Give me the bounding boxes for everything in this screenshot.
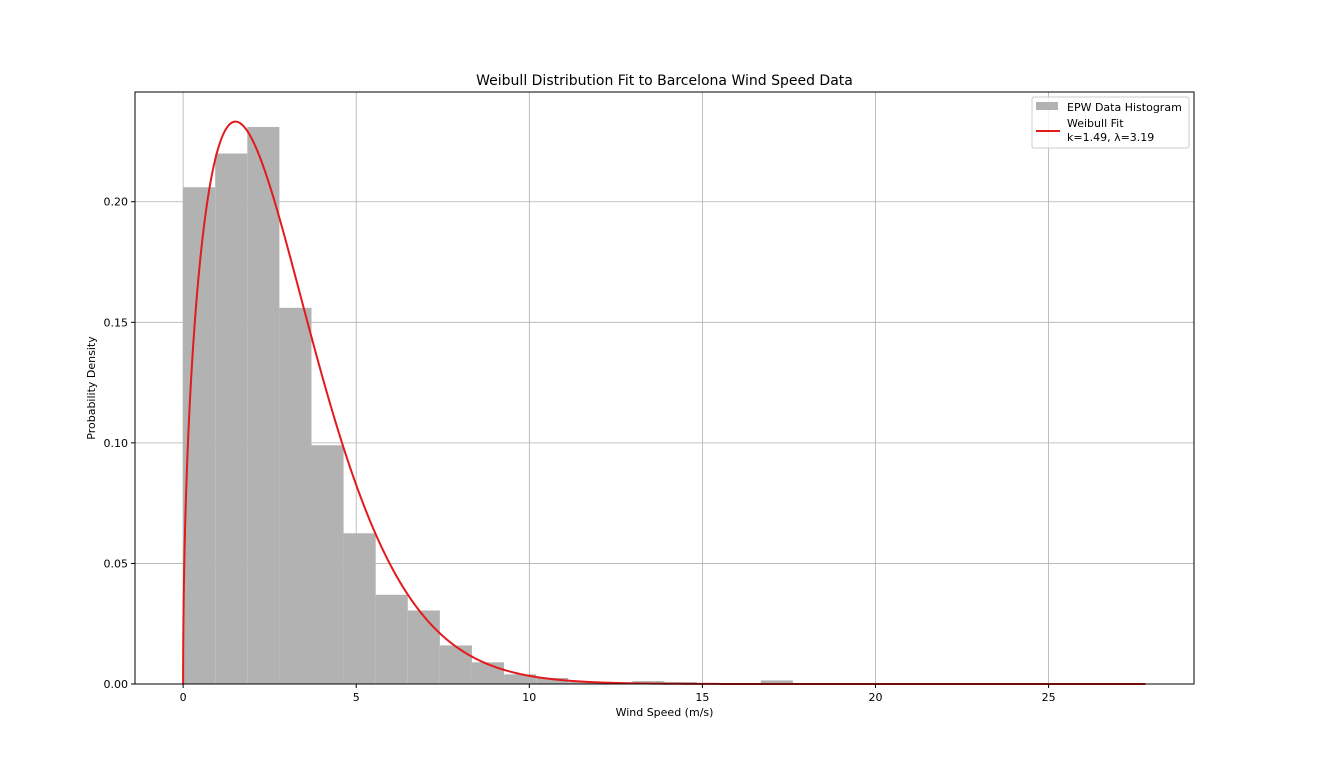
- histogram-bar: [279, 307, 312, 684]
- x-tick-label: 5: [353, 691, 360, 704]
- legend-fit-label-line1: Weibull Fit: [1067, 117, 1124, 130]
- legend: EPW Data Histogram Weibull Fit k=1.49, λ…: [1031, 96, 1190, 149]
- histogram-bar: [375, 594, 408, 684]
- histogram-bar: [760, 680, 793, 684]
- y-tick-label: 0.00: [104, 678, 129, 691]
- histogram-bar: [407, 610, 440, 684]
- y-axis-label: Probability Density: [85, 336, 98, 440]
- histogram-bar: [536, 677, 569, 684]
- histogram-bar: [215, 153, 248, 684]
- y-tick-label: 0.20: [104, 196, 129, 209]
- x-axis-label: Wind Speed (m/s): [616, 706, 714, 719]
- histogram-bar: [247, 126, 280, 684]
- x-tick-label: 15: [695, 691, 709, 704]
- legend-box: [1031, 96, 1190, 149]
- legend-fit-label-line2: k=1.49, λ=3.19: [1067, 131, 1154, 144]
- histogram-bar: [311, 445, 344, 684]
- x-tick-label: 20: [869, 691, 883, 704]
- x-tick-label: 0: [180, 691, 187, 704]
- histogram-bar: [471, 662, 505, 684]
- histogram-bar: [504, 674, 537, 684]
- plot-frame: [134, 91, 1195, 685]
- histogram-bar: [343, 533, 376, 684]
- histogram-bar: [439, 645, 472, 684]
- y-tick-label: 0.05: [104, 557, 129, 570]
- x-tick-label: 10: [522, 691, 536, 704]
- chart-title: Weibull Distribution Fit to Barcelona Wi…: [476, 73, 853, 89]
- x-tick-label: 25: [1042, 691, 1056, 704]
- y-tick-label: 0.10: [104, 437, 129, 450]
- legend-histogram-label: EPW Data Histogram: [1067, 101, 1182, 114]
- legend-histogram-swatch: [1036, 102, 1058, 110]
- axis-ticks: 0 5 10 15 20 25 0.00 0.05 0.10 0.15 0.20: [104, 196, 1056, 704]
- y-tick-label: 0.15: [104, 316, 129, 329]
- histogram-bars: [183, 126, 825, 685]
- histogram-bar: [568, 682, 601, 684]
